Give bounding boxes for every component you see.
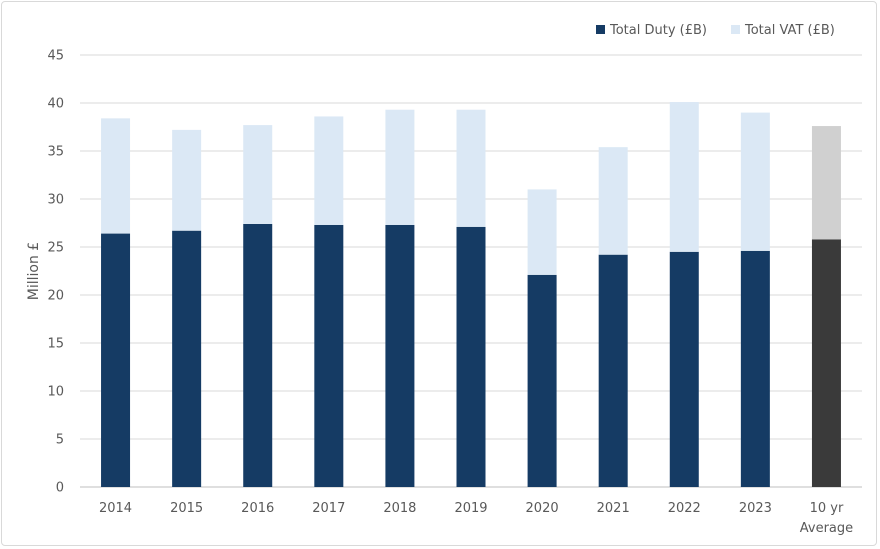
y-tick-label: 30 (47, 193, 64, 208)
bar-vat (385, 109, 415, 225)
bar-vat (669, 102, 699, 252)
x-tick-label: 2023 (739, 501, 772, 516)
x-tick-label: 2018 (383, 501, 416, 516)
bar-vat (811, 126, 841, 240)
y-tick-label: 10 (47, 385, 64, 400)
bar-duty (385, 224, 415, 488)
legend: Total Duty (£B) Total VAT (£B) (596, 23, 835, 38)
gridlines (80, 54, 862, 488)
y-tick-label: 35 (47, 145, 64, 160)
bar-vat (527, 189, 557, 275)
x-tick-label: 2021 (597, 501, 630, 516)
bar-vat (172, 129, 202, 231)
x-tick-label: 2015 (170, 501, 203, 516)
x-tick-label: 2020 (526, 501, 559, 516)
bar-duty (811, 239, 841, 487)
x-tick-label: 10 yr Average (800, 501, 853, 536)
y-tick-label: 40 (47, 97, 64, 112)
y-tick-label: 15 (47, 337, 64, 352)
bar-duty (456, 226, 486, 487)
x-tick-label: 2014 (99, 501, 132, 516)
y-axis: 0 5 10 15 20 25 30 35 40 45 (47, 49, 64, 496)
y-axis-label: Million £ (26, 242, 42, 300)
bar-duty (598, 254, 628, 487)
y-tick-label: 0 (56, 481, 64, 496)
legend-swatch-duty (596, 25, 605, 34)
x-tick-label: 2016 (241, 501, 274, 516)
bar-duty (172, 230, 202, 487)
bar-vat (243, 125, 273, 224)
bars (101, 102, 841, 488)
bar-duty (243, 223, 273, 487)
y-tick-label: 20 (47, 289, 64, 304)
x-tick-label: 2019 (454, 501, 487, 516)
legend-label-duty: Total Duty (£B) (609, 23, 707, 38)
bar-vat (456, 109, 486, 227)
bar-duty (740, 250, 770, 487)
y-tick-label: 25 (47, 241, 64, 256)
y-tick-label: 45 (47, 49, 64, 64)
bar-vat (598, 147, 628, 255)
x-tick-label: 2017 (312, 501, 345, 516)
bar-vat (314, 116, 344, 225)
x-tick-label: 2022 (668, 501, 701, 516)
legend-swatch-vat (731, 25, 740, 34)
bar-duty (101, 233, 131, 487)
bar-duty (669, 251, 699, 487)
bar-duty (527, 274, 557, 487)
legend-label-vat: Total VAT (£B) (744, 23, 835, 38)
bar-vat (101, 118, 131, 234)
bar-duty (314, 224, 344, 488)
x-axis: 2014 2015 2016 2017 2018 2019 2020 2021 2022 2023… (99, 501, 853, 536)
y-tick-label: 5 (56, 433, 64, 448)
bar-vat (740, 112, 770, 251)
